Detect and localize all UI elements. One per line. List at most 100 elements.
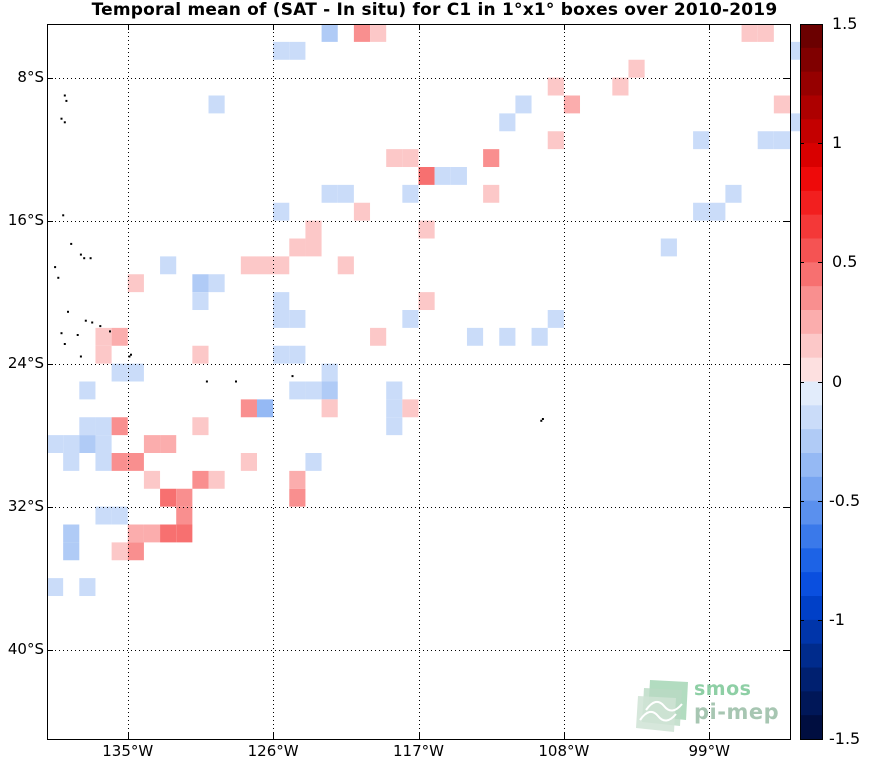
colorbar-segment bbox=[800, 548, 822, 573]
heatmap-cell bbox=[418, 220, 435, 239]
colorbar-segment bbox=[800, 95, 822, 120]
map-title: Temporal mean of (SAT - In situ) for C1 … bbox=[91, 0, 778, 20]
colorbar-tick-label: 0 bbox=[832, 371, 843, 391]
heatmap-cell bbox=[63, 524, 80, 543]
colorbar-segment bbox=[800, 143, 822, 168]
colorbar-segment bbox=[800, 214, 822, 240]
island-marker bbox=[79, 253, 82, 256]
heatmap-cell bbox=[160, 488, 177, 507]
colorbar-segment bbox=[800, 381, 822, 406]
colorbar-segment bbox=[800, 643, 822, 669]
heatmap-cell bbox=[208, 95, 225, 114]
island-markers bbox=[54, 94, 544, 422]
axis-ticks bbox=[47, 24, 790, 739]
heatmap-cell bbox=[693, 202, 710, 221]
heatmap-cell bbox=[127, 524, 144, 543]
heatmap-cell bbox=[741, 24, 758, 42]
heatmap-cell bbox=[160, 435, 177, 453]
heatmap-cell bbox=[289, 238, 306, 257]
heatmap-cell bbox=[289, 41, 306, 60]
heatmap-cell bbox=[321, 24, 338, 42]
heatmap-cell bbox=[208, 274, 225, 293]
island-marker bbox=[541, 418, 544, 420]
island-marker bbox=[70, 242, 73, 245]
heatmap-cell bbox=[95, 327, 112, 346]
heatmap-cell bbox=[176, 488, 193, 507]
heatmap-cell bbox=[273, 345, 290, 364]
heatmap-cell bbox=[725, 184, 742, 203]
heatmap-cell bbox=[289, 381, 306, 400]
heatmap-cell bbox=[95, 453, 112, 471]
heatmap-cell bbox=[111, 363, 128, 382]
heatmap-cell bbox=[321, 184, 338, 203]
heatmap-cell bbox=[434, 167, 451, 185]
heatmap-cell bbox=[111, 417, 128, 436]
island-marker bbox=[99, 325, 102, 328]
heatmap-cell bbox=[660, 238, 677, 257]
heatmap-cell bbox=[305, 220, 322, 239]
heatmap-cell bbox=[386, 149, 403, 168]
colorbar-tick-label: 1 bbox=[832, 133, 843, 153]
heatmap-cell bbox=[63, 453, 80, 471]
heatmap-cell bbox=[547, 131, 564, 150]
colorbar-segment bbox=[800, 619, 822, 645]
heatmap-cell bbox=[127, 274, 144, 293]
colorbar-segment bbox=[800, 715, 822, 740]
heatmap-cell bbox=[79, 435, 96, 453]
lat-tick-label: 40°S bbox=[7, 639, 44, 658]
heatmap-cell bbox=[79, 381, 96, 400]
heatmap-cell bbox=[208, 470, 225, 489]
heatmap-cell bbox=[402, 184, 419, 203]
heatmap-cell bbox=[79, 417, 96, 436]
colorbar-tick-label: -1.5 bbox=[829, 729, 861, 748]
heatmap-cell bbox=[563, 95, 581, 114]
heatmap-cell bbox=[757, 131, 774, 150]
heatmap-cell bbox=[160, 256, 177, 275]
heatmap-cell bbox=[386, 381, 403, 400]
colorbar-segment bbox=[800, 596, 822, 621]
gridlines bbox=[47, 24, 790, 739]
heatmap-cell bbox=[305, 238, 322, 257]
heatmap-cell bbox=[111, 506, 128, 525]
heatmap-cell bbox=[353, 24, 371, 42]
logo-waves-icon bbox=[636, 680, 688, 732]
heatmap-cell bbox=[289, 310, 306, 328]
heatmap-cell bbox=[192, 417, 209, 436]
heatmap-cell bbox=[402, 399, 419, 418]
heatmap-cell bbox=[47, 578, 64, 597]
heatmap-cell bbox=[192, 292, 209, 311]
colorbar-segment bbox=[800, 667, 822, 692]
heatmap-cell bbox=[483, 149, 500, 168]
heatmap-cell bbox=[337, 184, 354, 203]
heatmap-cell bbox=[757, 24, 774, 42]
island-marker bbox=[63, 121, 66, 124]
heatmap-cell bbox=[240, 453, 257, 471]
heatmap-cell bbox=[127, 453, 144, 471]
colorbar-frame bbox=[800, 24, 823, 740]
heatmap-cell bbox=[386, 399, 403, 418]
colorbar-segment bbox=[800, 405, 822, 430]
heatmap-cell bbox=[450, 167, 467, 185]
heatmap-cell bbox=[273, 41, 290, 60]
heatmap-cell bbox=[160, 524, 177, 543]
heatmap-cell bbox=[370, 327, 387, 346]
lat-tick-label: 8°S bbox=[17, 67, 44, 86]
colorbar-segment bbox=[800, 119, 822, 144]
island-marker bbox=[291, 375, 294, 378]
heatmap-cell bbox=[773, 131, 790, 150]
island-marker bbox=[540, 419, 543, 422]
heatmap-cell bbox=[547, 77, 564, 96]
colorbar-segment bbox=[800, 333, 822, 359]
island-marker bbox=[109, 330, 111, 333]
heatmap-cell bbox=[547, 310, 564, 328]
heatmap-cell bbox=[127, 363, 144, 382]
island-marker bbox=[63, 94, 66, 97]
colorbar-segment bbox=[800, 24, 822, 49]
colorbar-segment bbox=[800, 167, 822, 192]
colorbar-tick-label: -1 bbox=[829, 609, 845, 629]
colorbar-segment bbox=[800, 262, 822, 287]
heatmap-cell bbox=[111, 327, 128, 346]
colorbar-segment bbox=[800, 190, 822, 216]
heatmap-cell bbox=[612, 77, 629, 96]
